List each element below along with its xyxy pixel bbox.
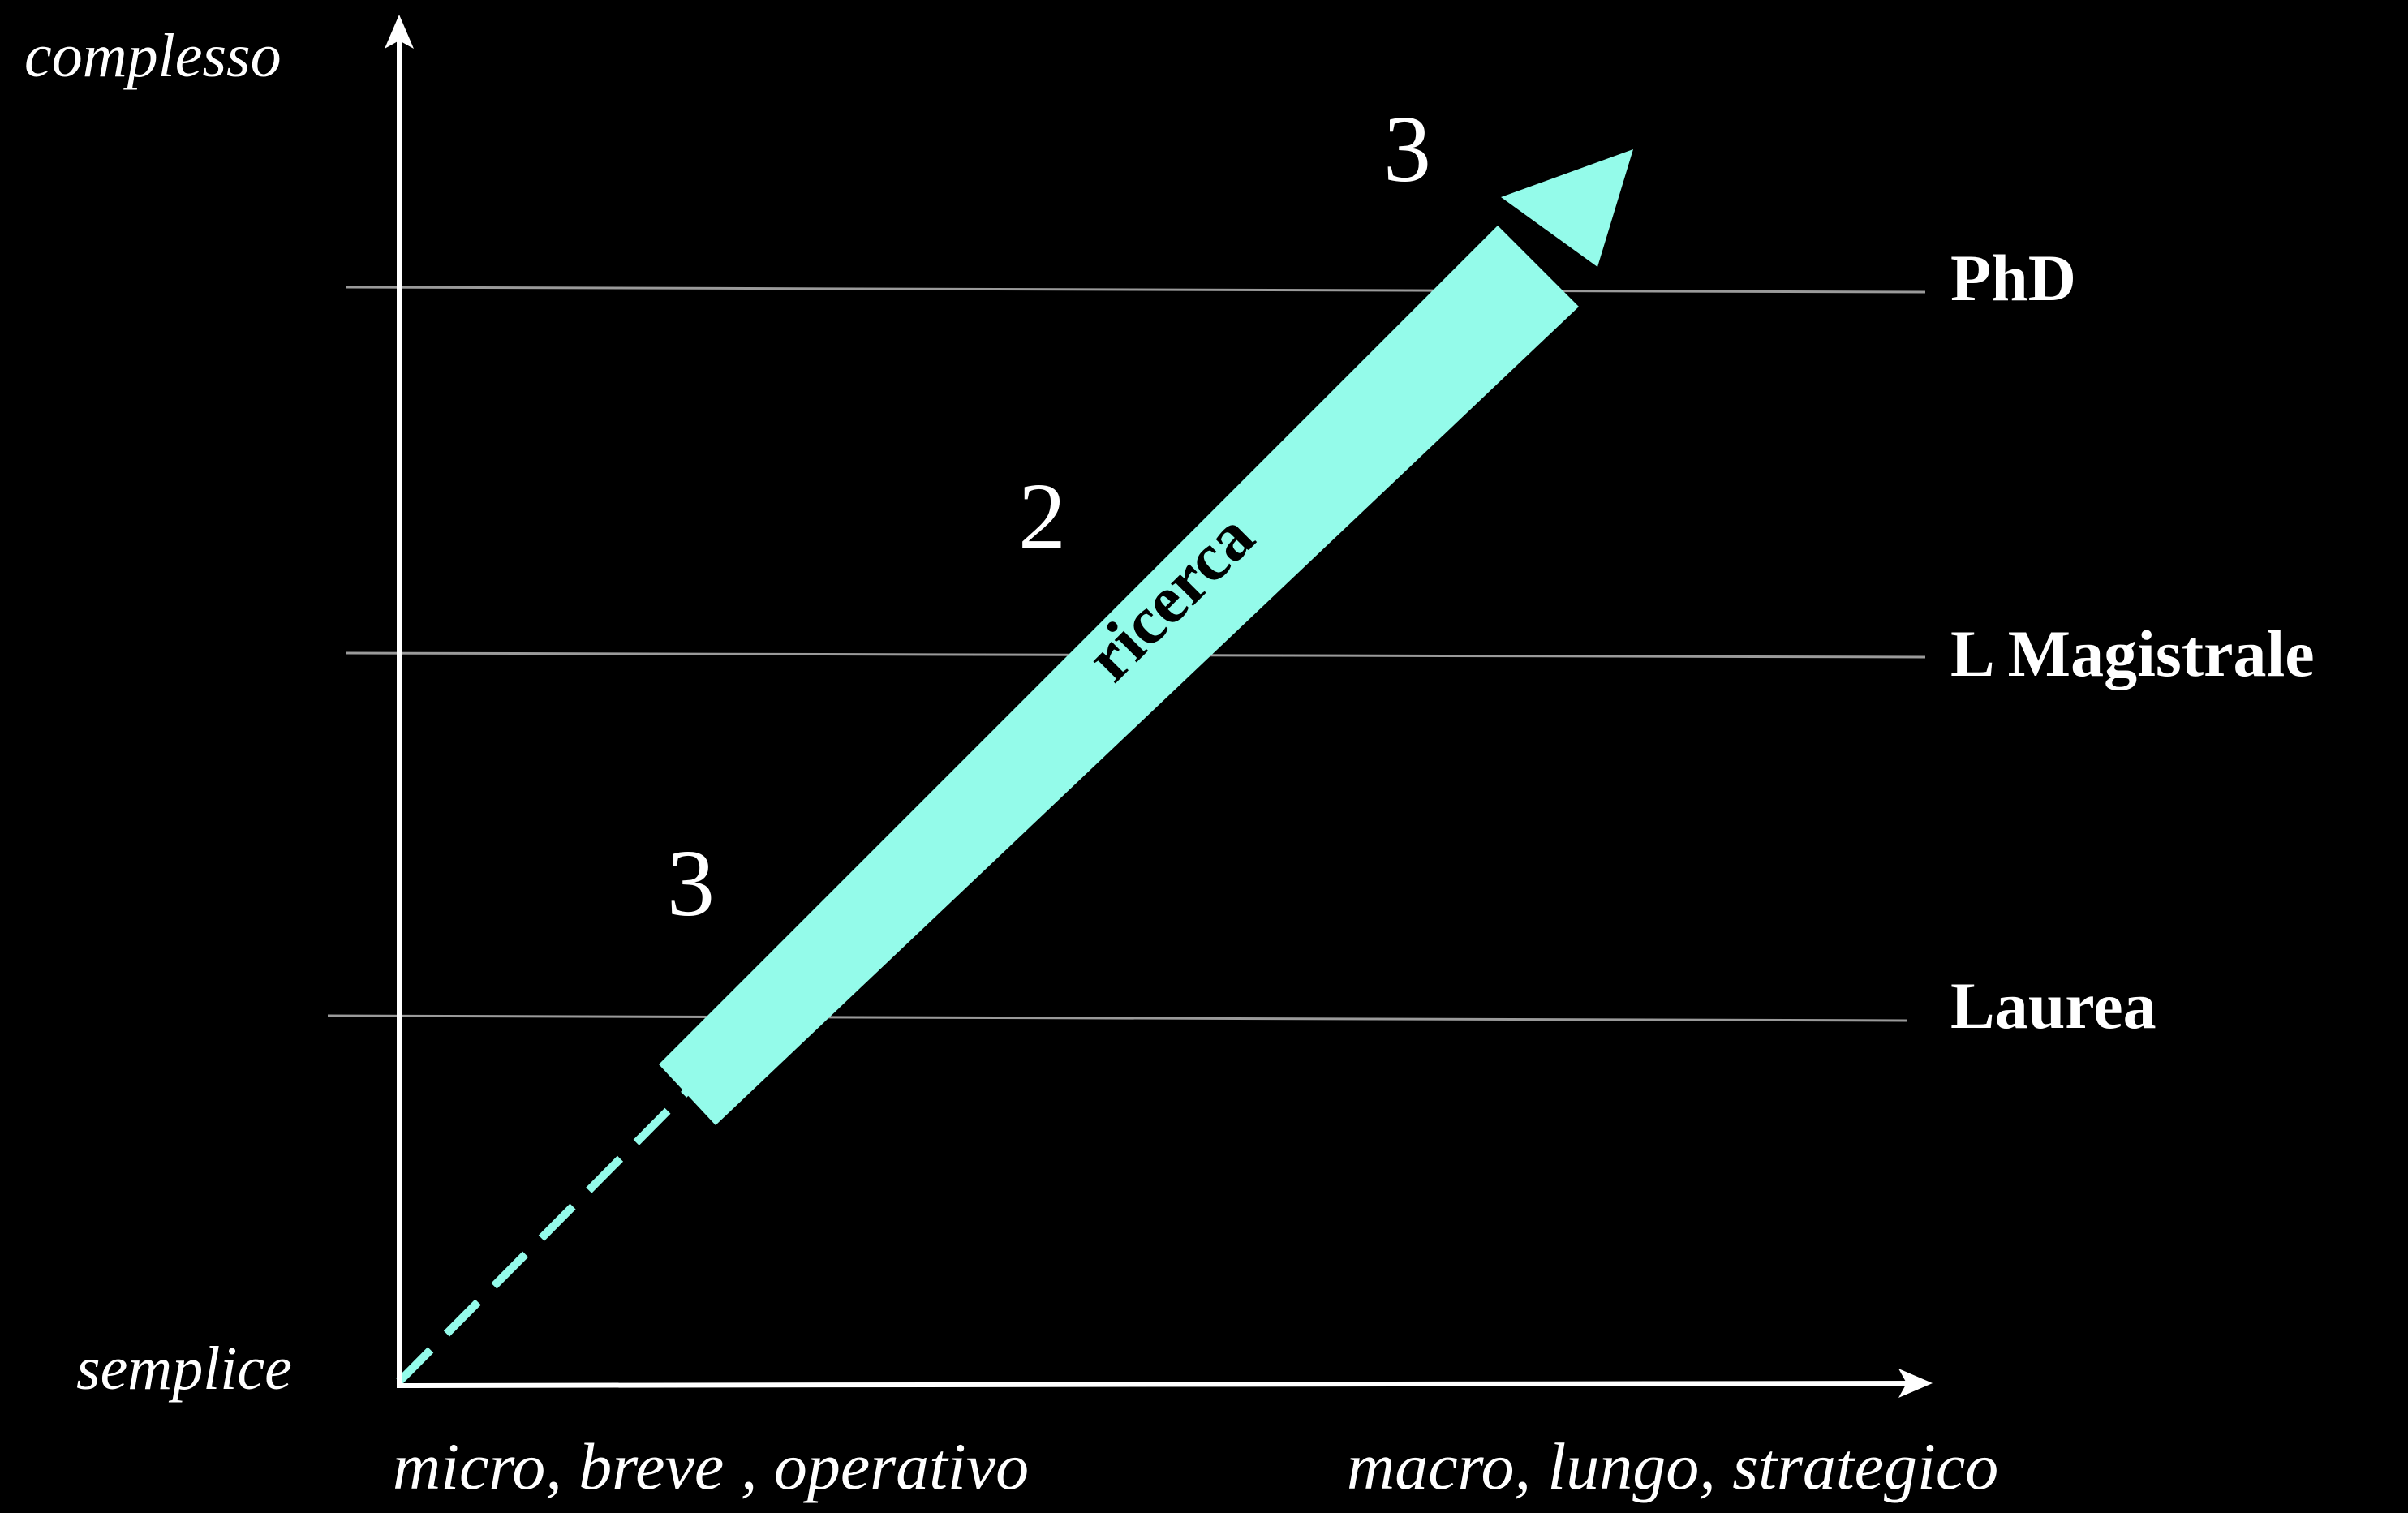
y-axis-top-label: complesso (24, 22, 282, 90)
x-axis-right-label: macro, lungo, strategico (1347, 1429, 1998, 1503)
level-line-phd (345, 286, 1926, 294)
level-label-phd: PhD (1950, 241, 2076, 315)
level-label-magistrale: L Magistrale (1950, 617, 2315, 690)
y-axis-bottom-label: semplice (76, 1335, 292, 1403)
x-axis-arrowhead (1898, 1369, 1933, 1398)
x-axis-left-label: micro, breve , operativo (393, 1429, 1029, 1503)
research-dashed-line (396, 1089, 690, 1385)
marker-bottom: 3 (667, 830, 715, 936)
research-arrow-shaft (659, 226, 1579, 1125)
level-line-laurea (327, 1014, 1908, 1022)
x-axis (396, 1381, 1917, 1388)
research-arrow-head (1501, 149, 1633, 267)
marker-top: 3 (1383, 96, 1431, 202)
y-axis-arrowhead (385, 15, 414, 49)
marker-middle: 2 (1018, 463, 1066, 570)
level-label-laurea: Laurea (1950, 969, 2156, 1042)
